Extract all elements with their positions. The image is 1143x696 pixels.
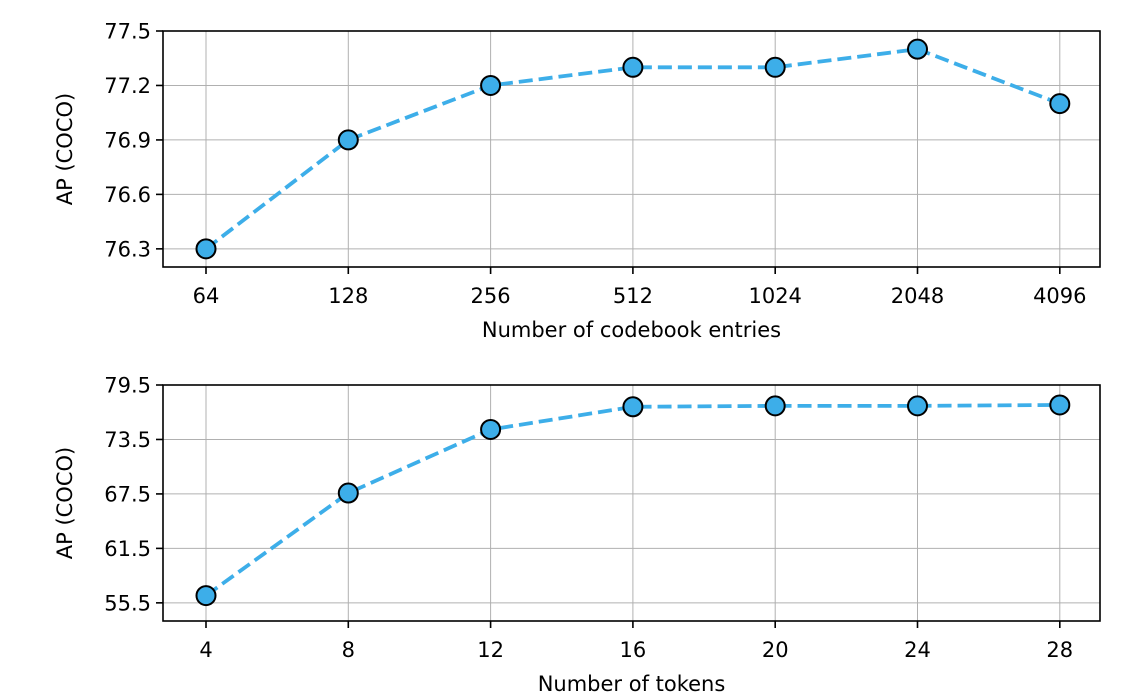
data-point	[1049, 93, 1071, 115]
y-tick-label: 76.6	[104, 183, 151, 207]
data-point	[1049, 394, 1071, 416]
y-tick-label: 79.5	[104, 374, 151, 398]
x-tick-label: 256	[471, 284, 511, 308]
x-tick-label: 1024	[748, 284, 801, 308]
y-axis-label: AP (COCO)	[53, 93, 77, 205]
y-tick-label: 76.9	[104, 128, 151, 152]
y-tick-label: 55.5	[104, 591, 151, 615]
data-point	[337, 129, 359, 151]
y-tick-label: 77.2	[104, 74, 151, 98]
chart-panel-tokens: 55.5 61.5 67.5 73.5 79.5 4 8 12 16 20 24 28 Number o…	[53, 374, 1101, 696]
x-tick-label: 24	[904, 638, 931, 662]
data-point	[622, 396, 644, 418]
x-axis-label: Number of codebook entries	[482, 318, 781, 342]
x-tick-label: 16	[620, 638, 647, 662]
x-tick-label: 4096	[1033, 284, 1086, 308]
x-tick-label: 8	[342, 638, 355, 662]
data-point	[195, 585, 217, 607]
ticks: 55.5 61.5 67.5 73.5 79.5 4 8 12 16 20 24 28	[104, 374, 1073, 663]
y-axis-label: AP (COCO)	[53, 447, 77, 559]
x-tick-label: 64	[193, 284, 220, 308]
data-point	[337, 482, 359, 504]
data-point	[622, 56, 644, 78]
x-tick-label: 2048	[891, 284, 944, 308]
axes-frame	[162, 30, 1101, 268]
x-axis-label: Number of tokens	[538, 672, 726, 696]
x-tick-label: 28	[1046, 638, 1073, 662]
data-point	[480, 418, 502, 440]
data-point	[764, 56, 786, 78]
data-point	[907, 395, 928, 417]
series-markers	[195, 38, 1071, 260]
x-tick-label: 12	[477, 638, 504, 662]
y-tick-label: 76.3	[104, 237, 151, 261]
y-tick-label: 77.5	[104, 20, 151, 44]
series-markers	[195, 394, 1071, 607]
x-tick-label: 128	[328, 284, 368, 308]
data-point	[195, 238, 217, 260]
data-point	[480, 74, 502, 96]
y-tick-label: 61.5	[104, 537, 151, 561]
data-point	[907, 38, 928, 60]
y-tick-label: 67.5	[104, 482, 151, 506]
chart-panel-codebook-entries: 76.3 76.6 76.9 77.2 77.5 64 128 256 512 1024 2048 4…	[53, 20, 1101, 342]
ticks: 76.3 76.6 76.9 77.2 77.5 64 128 256 512 1024 2048 4…	[104, 20, 1086, 309]
grid	[163, 384, 1100, 621]
x-tick-label: 512	[613, 284, 653, 308]
axes-frame	[162, 384, 1101, 622]
data-point	[764, 395, 786, 417]
y-tick-label: 73.5	[104, 428, 151, 452]
x-tick-label: 20	[762, 638, 789, 662]
x-tick-label: 4	[199, 638, 212, 662]
